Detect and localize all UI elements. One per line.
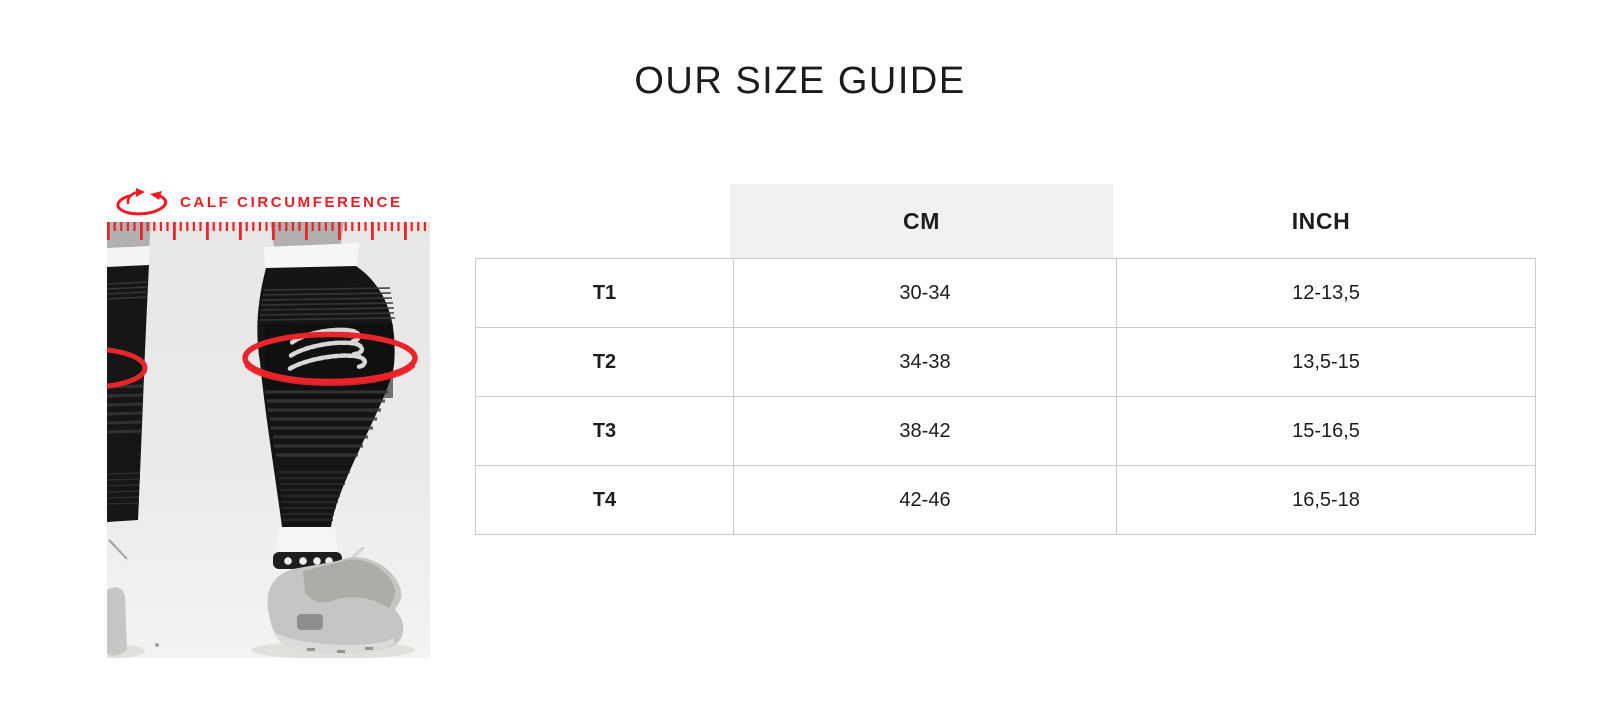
cm-cell: 42-46 [733, 465, 1117, 535]
floor-speck [155, 643, 159, 647]
inch-cell: 16,5-18 [1116, 465, 1536, 535]
left-shoelace [108, 539, 128, 560]
cm-cell: 34-38 [733, 327, 1117, 397]
ruler-ticks-icon [107, 222, 430, 240]
ankle-ribbing [279, 471, 350, 521]
inch-cell: 15-16,5 [1116, 396, 1536, 466]
table-row: T4 42-46 16,5-18 [475, 465, 1536, 535]
inch-cell: 13,5-15 [1116, 327, 1536, 397]
inch-cell: 12-13,5 [1116, 258, 1536, 328]
left-shoe-heel [107, 587, 127, 656]
rotation-arrows-icon [112, 188, 172, 224]
figure-caption: CALF CIRCUMFERENCE [180, 194, 403, 211]
size-cell: T3 [475, 396, 734, 466]
left-leg [107, 222, 151, 656]
left-measure-ellipse [107, 347, 148, 389]
right-top-band [264, 243, 359, 270]
table-row: T3 38-42 15-16,5 [475, 396, 1536, 466]
calf-measurement-figure: CALF CIRCUMFERENCE [107, 185, 430, 658]
cm-cell: 30-34 [733, 258, 1117, 328]
figure-caption-row: CALF CIRCUMFERENCE [107, 185, 430, 222]
table-row: T2 34-38 13,5-15 [475, 327, 1536, 397]
column-header-cm: CM [730, 184, 1113, 258]
size-cell: T2 [475, 327, 734, 397]
lower-stripes [265, 390, 388, 457]
page-title: OUR SIZE GUIDE [634, 60, 966, 102]
cm-cell: 38-42 [733, 396, 1117, 466]
calf-sleeves-photo [107, 222, 430, 658]
size-cell: T4 [475, 465, 734, 535]
size-table: T1 30-34 12-13,5 T2 34-38 13,5-15 T3 38-… [475, 258, 1536, 535]
table-row: T1 30-34 12-13,5 [475, 258, 1536, 328]
size-cell: T1 [475, 258, 734, 328]
column-header-inch: INCH [1291, 207, 1351, 234]
